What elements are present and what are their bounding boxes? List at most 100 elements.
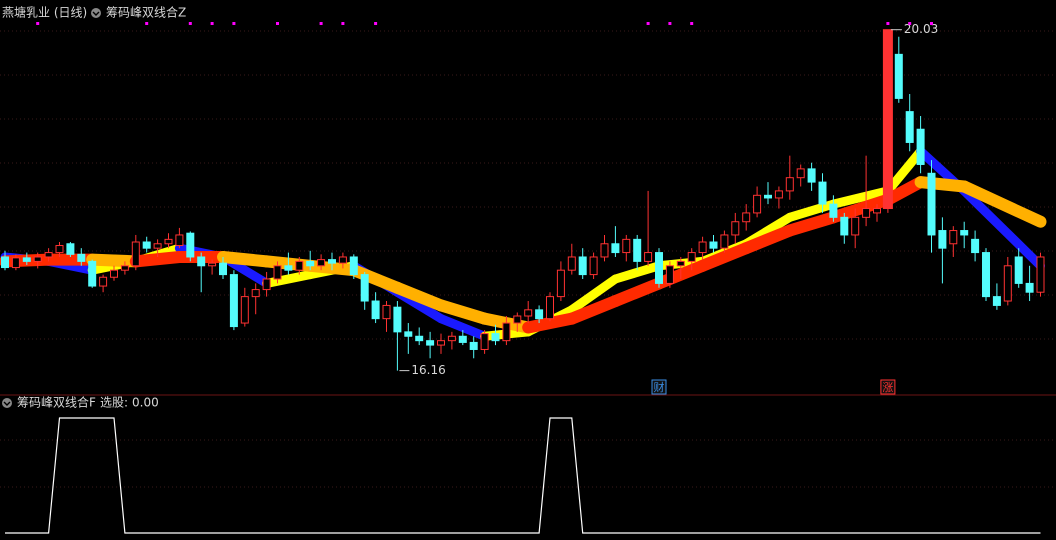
candle-body [894,53,903,99]
candle-body [164,238,173,245]
candle-body [818,181,827,205]
signal-dot [319,22,323,25]
indicator-title: 筹码峰双线合Z [106,5,186,20]
candle-body [153,243,162,249]
ma-band [86,253,142,268]
signal-dot [690,22,694,25]
candle-body [447,335,456,342]
candle-body [77,253,86,262]
ma-band [129,250,186,268]
candle-body [262,278,271,291]
collapse-icon[interactable] [91,8,101,18]
candle-body [731,221,740,236]
candle-body [971,238,980,254]
candle-body [524,309,533,317]
collapse-icon[interactable] [2,398,12,408]
ma-band [435,299,491,325]
ma-band [522,312,578,334]
candle-body [676,260,685,267]
candle-body [600,243,609,258]
candle-body [960,230,969,236]
signal-dot [886,22,890,25]
candle-body [273,265,282,280]
candle-body [644,252,653,262]
candle-body [502,322,511,342]
ma-band [436,314,490,341]
candle-body [633,238,642,262]
sub-indicator-title: 筹码峰双线合F [17,395,96,410]
candle-body [513,315,522,324]
candle-body [88,260,97,287]
candle-body [720,234,729,249]
candle-body [229,274,238,328]
candle-body [382,304,391,320]
candle-body [949,230,958,245]
stock-title: 燕塘乳业 (日线) [2,5,87,20]
ma-band [567,274,620,315]
candle-body [240,296,249,324]
candle-body [709,241,718,249]
candle-body [982,252,990,298]
candle-body [622,238,631,254]
signal-dot [36,22,40,25]
ma-band [828,186,893,209]
event-label: 涨 [882,381,893,394]
candle-body [916,128,925,165]
candle-body [807,168,816,183]
candle-body [774,190,783,199]
candle-body [120,265,129,271]
grid [0,30,1056,488]
ma-band [883,146,926,196]
candle-body [393,306,402,333]
candle-body [567,256,576,271]
candle-body [578,256,587,276]
candle-body [698,241,707,254]
candle-body [458,335,467,343]
candle-body [1014,256,1023,284]
ma-band [881,176,927,206]
ma-band [347,264,404,294]
signal-dot [276,22,279,25]
candle-body [742,212,751,223]
signal-dot [188,22,192,25]
signal-dot [930,22,933,25]
candle-body [317,259,326,267]
signal-dot [374,22,378,25]
candle-body [469,341,478,350]
candle-body [404,331,413,337]
candle-body [415,335,424,342]
ma-band [785,199,838,222]
high-label: 20.03 [904,22,938,36]
candle-body [556,269,565,298]
candle-body [360,274,369,302]
candle-body [796,168,805,179]
signal-dot [908,22,912,25]
ma-band [262,270,315,288]
candle-body [99,276,108,287]
candle-body [589,256,598,276]
candle-body [764,194,772,199]
candle-body [655,252,663,284]
candle-body [22,257,31,262]
candle-body [426,340,435,346]
event-box [880,379,896,395]
candle-body [338,256,347,264]
candle-body [251,289,260,298]
candle-body [55,245,64,254]
candle-body [208,262,217,267]
candle-body [546,296,554,320]
candle-body [1025,282,1034,293]
candle-body [437,340,445,346]
ma-band [610,261,664,284]
event-box [651,379,667,395]
collapse-chevron [3,401,11,406]
ma-band [740,224,796,255]
ma-band [827,193,894,224]
candle-body [66,243,75,255]
candle-body [349,256,358,276]
candle-body [219,262,227,276]
candle-body [295,260,304,271]
